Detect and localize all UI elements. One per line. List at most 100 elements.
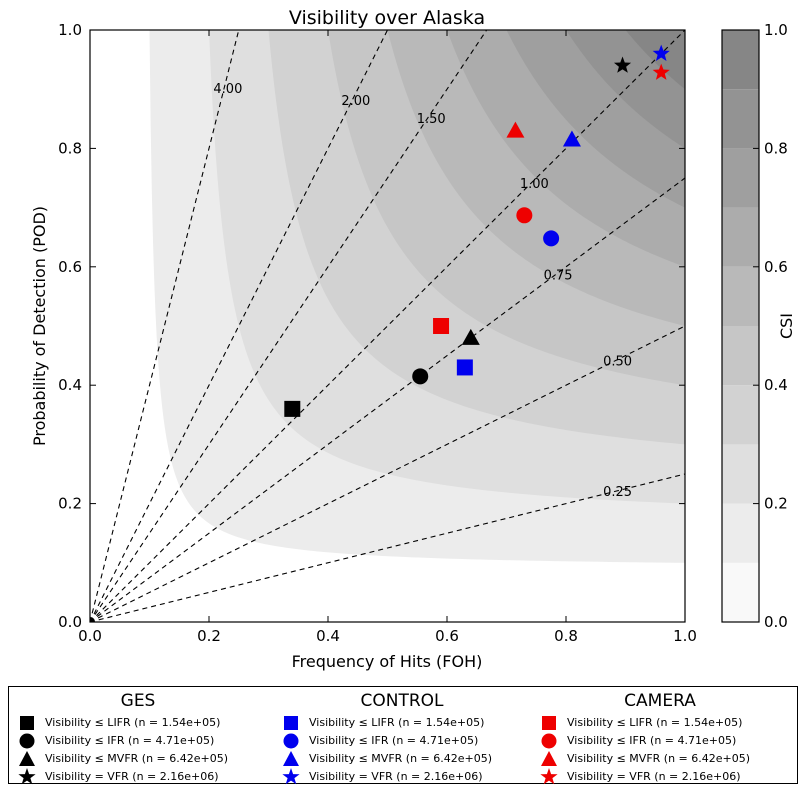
colorbar-band <box>722 207 759 267</box>
square-marker-lifr <box>433 318 450 334</box>
x-tick-label: 0.0 <box>78 627 102 645</box>
legend-entry: Visibility ≤ IFR (n = 4.71e+05) <box>277 732 527 750</box>
y-tick-label: 0.8 <box>58 139 82 157</box>
x-tick-label: 0.2 <box>197 627 221 645</box>
circle-marker-icon <box>283 733 299 749</box>
star-marker-icon <box>282 768 300 785</box>
legend-entry: Visibility = VFR (n = 2.16e+06) <box>13 768 263 786</box>
y-tick-label: 0.0 <box>58 613 82 631</box>
legend-entry: Visibility ≤ IFR (n = 4.71e+05) <box>13 732 263 750</box>
legend: GES Visibility ≤ LIFR (n = 1.54e+05) Vis… <box>8 686 798 786</box>
legend-group-camera: CAMERA Visibility ≤ LIFR (n = 1.54e+05) … <box>535 691 785 786</box>
legend-group-title: GES <box>120 691 156 711</box>
legend-entry: Visibility = VFR (n = 2.16e+06) <box>535 768 785 786</box>
square-marker-lifr <box>284 400 301 417</box>
legend-entry-label: Visibility ≤ IFR (n = 4.71e+05) <box>309 734 479 747</box>
legend-group-title: CAMERA <box>624 691 696 711</box>
legend-group-ges: GES Visibility ≤ LIFR (n = 1.54e+05) Vis… <box>13 691 263 786</box>
colorbar-band <box>722 148 759 208</box>
x-tick-label: 0.4 <box>316 627 340 645</box>
plot-frame <box>89 29 686 623</box>
triangle-marker-icon <box>19 751 35 766</box>
legend-entry: Visibility ≤ IFR (n = 4.71e+05) <box>535 732 785 750</box>
colorbar-band <box>722 326 759 386</box>
legend-entry-label: Visibility = VFR (n = 2.16e+06) <box>309 770 483 783</box>
legend-entry-label: Visibility ≤ MVFR (n = 6.42e+05) <box>309 752 493 765</box>
legend-entry-label: Visibility ≤ IFR (n = 4.71e+05) <box>45 734 215 747</box>
x-tick-label: 1.0 <box>673 627 697 645</box>
legend-entry-label: Visibility = VFR (n = 2.16e+06) <box>567 770 741 783</box>
colorbar-tick-label: 0.8 <box>764 139 788 157</box>
legend-entry-label: Visibility = VFR (n = 2.16e+06) <box>45 770 219 783</box>
circle-marker-ifr <box>543 230 560 247</box>
x-axis-label: Frequency of Hits (FOH) <box>292 652 483 671</box>
colorbar-tick-label: 0.2 <box>764 495 788 513</box>
colorbar-band <box>722 562 759 622</box>
triangle-marker-mvfr <box>506 121 525 138</box>
legend-entry-label: Visibility ≤ IFR (n = 4.71e+05) <box>567 734 737 747</box>
series-camera <box>433 63 670 334</box>
triangle-marker-icon <box>283 751 299 766</box>
series-ges <box>284 56 632 417</box>
bias-label: 1.00 <box>520 177 549 192</box>
y-tick-label: 1.0 <box>58 21 82 39</box>
bias-line <box>90 30 240 622</box>
x-tick-label: 0.6 <box>435 627 459 645</box>
colorbar-band <box>722 266 759 326</box>
square-marker-lifr <box>456 359 473 376</box>
colorbar: 0.0 0.2 0.4 0.6 0.8 1.0 <box>721 21 788 631</box>
legend-entry: Visibility ≤ MVFR (n = 6.42e+05) <box>13 750 263 768</box>
bias-label: 0.25 <box>603 485 632 500</box>
bias-line <box>90 30 685 622</box>
bias-line <box>90 473 685 622</box>
plot-clip-group: 4.00 2.00 1.50 1.00 0.75 0.50 0.25 <box>90 30 685 622</box>
series-control <box>456 44 670 376</box>
bias-label: 0.50 <box>603 355 632 370</box>
bias-label: 2.00 <box>341 94 370 109</box>
bias-line <box>90 30 488 622</box>
square-marker-icon <box>284 716 298 730</box>
csi-contour-band <box>625 30 685 90</box>
legend-entry: Visibility ≤ LIFR (n = 1.54e+05) <box>277 714 527 732</box>
star-marker-icon <box>540 768 558 785</box>
colorbar-tick-label: 0.6 <box>764 258 788 276</box>
star-marker-vfr <box>652 63 670 80</box>
legend-entry: Visibility ≤ MVFR (n = 6.42e+05) <box>535 750 785 768</box>
performance-diagram: Visibility over Alaska 4.002.001.501.000… <box>30 7 796 671</box>
bias-label: 4.00 <box>213 82 242 97</box>
circle-marker-icon <box>541 733 557 749</box>
x-tick-label: 0.8 <box>554 627 578 645</box>
colorbar-tick-label: 1.0 <box>764 21 788 39</box>
star-marker-icon <box>18 768 36 785</box>
square-marker-icon <box>20 716 34 730</box>
star-marker-vfr <box>613 56 632 73</box>
colorbar-frame <box>721 29 760 623</box>
bias-label: 1.50 <box>417 112 446 127</box>
colorbar-band <box>722 89 759 149</box>
legend-entry-label: Visibility ≤ MVFR (n = 6.42e+05) <box>567 752 751 765</box>
bias-line <box>90 177 685 622</box>
star-marker-vfr <box>652 44 670 61</box>
legend-group-title: CONTROL <box>360 691 444 711</box>
circle-marker-icon <box>19 733 35 749</box>
circle-marker-ifr <box>412 368 429 385</box>
bias-line <box>90 30 388 622</box>
colorbar-band <box>722 503 759 563</box>
colorbar-tick-label: 0.0 <box>764 613 788 631</box>
colorbar-label: CSI <box>777 313 796 339</box>
legend-entry-label: Visibility ≤ LIFR (n = 1.54e+05) <box>45 716 221 729</box>
colorbar-tick-label: 0.4 <box>764 376 788 394</box>
colorbar-band <box>722 30 759 90</box>
bias-line <box>90 325 685 622</box>
y-tick-label: 0.4 <box>58 376 82 394</box>
legend-group-control: CONTROL Visibility ≤ LIFR (n = 1.54e+05)… <box>277 691 527 786</box>
circle-marker-ifr <box>516 207 533 224</box>
square-marker-icon <box>542 716 556 730</box>
legend-entry: Visibility ≤ LIFR (n = 1.54e+05) <box>535 714 785 732</box>
y-tick-label: 0.6 <box>58 258 82 276</box>
legend-entry-label: Visibility ≤ LIFR (n = 1.54e+05) <box>309 716 485 729</box>
legend-entry-label: Visibility ≤ LIFR (n = 1.54e+05) <box>567 716 743 729</box>
plot-area: 4.00 2.00 1.50 1.00 0.75 0.50 0.25 <box>90 30 685 622</box>
legend-entry: Visibility ≤ LIFR (n = 1.54e+05) <box>13 714 263 732</box>
axes: 0.0 0.2 0.4 0.6 0.8 1.0 0.0 0.2 0.4 0.6 0.8 1.0 <box>58 21 697 645</box>
